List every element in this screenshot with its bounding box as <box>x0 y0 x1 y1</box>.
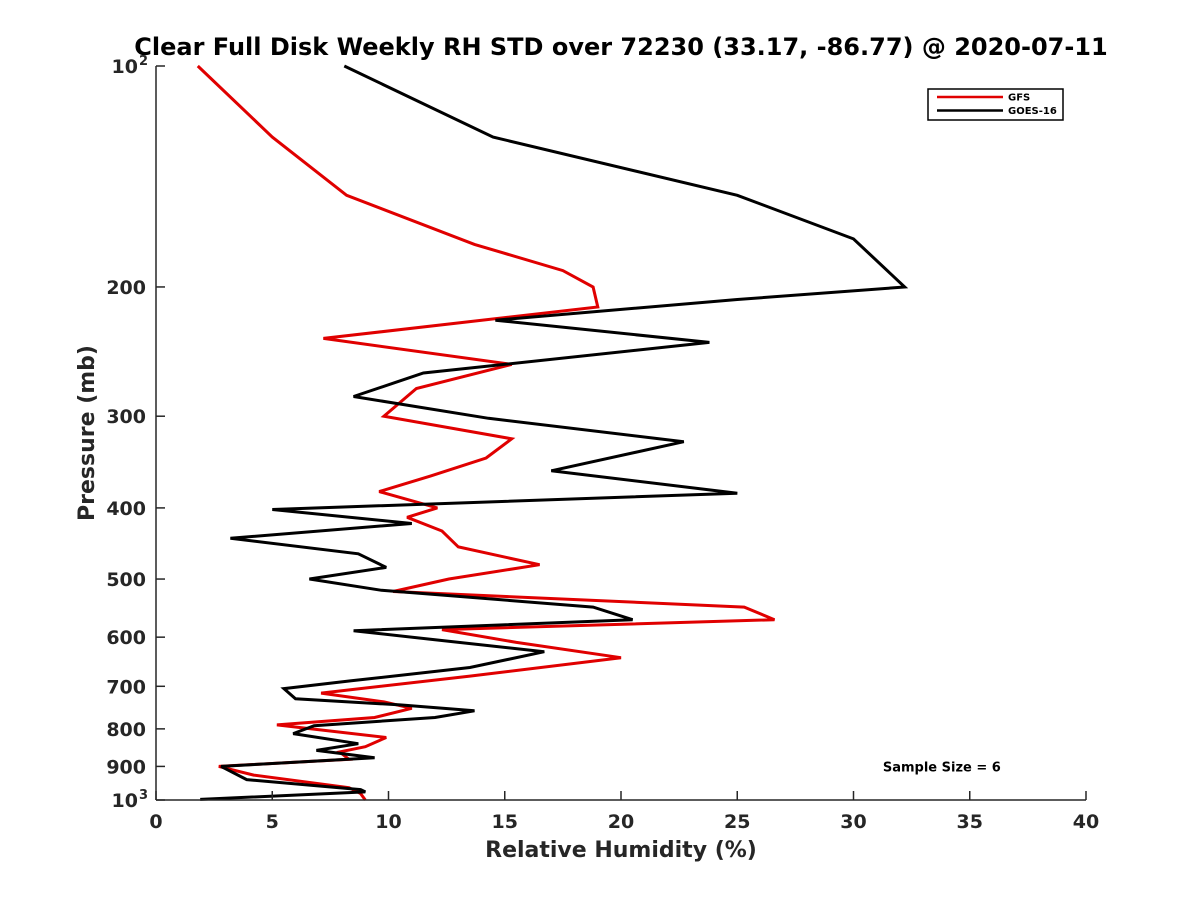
y-tick-label-base: 500 <box>106 569 146 591</box>
y-tick-label-base: 800 <box>106 719 146 741</box>
x-ticks: 0 5 10 15 20 25 30 35 40 <box>149 791 1099 833</box>
x-axis-label: Relative Humidity (%) <box>485 838 757 863</box>
y-tick-label-base: 200 <box>106 277 146 299</box>
y-tick-label-base: 10 <box>112 56 138 78</box>
y-tick-label: 10 <box>112 790 138 812</box>
y-tick-label: 400 <box>106 498 146 520</box>
series-line-gfs <box>196 64 776 801</box>
y-tick-label: 700 <box>106 676 146 698</box>
y-tick-label: 600 <box>106 627 146 649</box>
y-tick-label-base: 700 <box>106 676 146 698</box>
y-tick-label: 900 <box>106 756 146 778</box>
legend-label: GOES-16 <box>1008 106 1057 117</box>
y-tick-label-base: 400 <box>106 498 146 520</box>
x-tick-label: 5 <box>266 811 279 833</box>
sample-size-annotation: Sample Size = 6 <box>883 760 1001 775</box>
legend-label: GFS <box>1008 93 1030 104</box>
annotations: Sample Size = 6 <box>883 760 1001 775</box>
y-axis-label: Pressure (mb) <box>75 345 100 521</box>
x-tick-label: 35 <box>957 811 983 833</box>
legend: GFS GOES-16 <box>927 88 1064 121</box>
plot-area: 0 5 10 15 20 25 30 35 40 10 220030040050060070080… <box>106 54 1099 833</box>
x-tick-label: 15 <box>492 811 518 833</box>
x-tick-label: 25 <box>724 811 750 833</box>
y-tick-label: 10 <box>112 56 138 78</box>
y-tick-label-base: 600 <box>106 627 146 649</box>
x-tick-label: 20 <box>608 811 634 833</box>
y-tick-label-base: 10 <box>112 790 138 812</box>
legend-box <box>927 88 1064 121</box>
x-tick-label: 0 <box>149 811 162 833</box>
x-tick-label: 30 <box>840 811 866 833</box>
y-tick-label: 800 <box>106 719 146 741</box>
y-tick-label-exponent: 2 <box>139 54 148 69</box>
y-tick-label: 500 <box>106 569 146 591</box>
series-layer <box>196 64 909 801</box>
chart-title: Clear Full Disk Weekly RH STD over 72230… <box>134 33 1107 61</box>
y-tick-label: 300 <box>106 406 146 428</box>
y-tick-label: 200 <box>106 277 146 299</box>
y-tick-label-exponent: 3 <box>139 788 148 803</box>
series-line-goes-16 <box>200 64 909 801</box>
x-tick-label: 10 <box>375 811 401 833</box>
y-tick-label-base: 900 <box>106 756 146 778</box>
y-tick-label-base: 300 <box>106 406 146 428</box>
x-tick-label: 40 <box>1073 811 1099 833</box>
